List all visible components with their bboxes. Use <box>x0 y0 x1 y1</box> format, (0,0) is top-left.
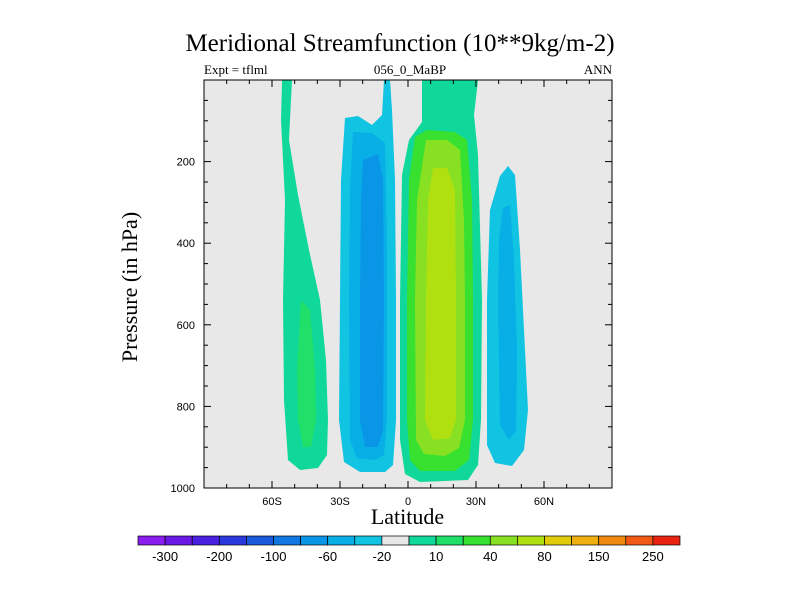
case-label: 056_0_MaBP <box>373 62 447 77</box>
contour-snh-neg100 <box>360 154 384 447</box>
contour-sh-40 <box>297 300 316 447</box>
y-tick-label: 600 <box>177 320 195 332</box>
colorbar-label: 40 <box>483 549 497 564</box>
colorbar-label: -20 <box>373 549 392 564</box>
x-tick-label: 60S <box>262 496 282 508</box>
colorbar-label: -300 <box>152 549 178 564</box>
colorbar-label: -100 <box>260 549 286 564</box>
colorbar-swatch <box>164 535 193 546</box>
colorbar-swatch <box>246 535 274 546</box>
plot-area <box>204 80 612 488</box>
colorbar-swatch <box>218 535 247 546</box>
colorbar-swatch <box>191 535 220 546</box>
contour-nh-150 <box>425 168 456 440</box>
experiment-label: Expt = tflml <box>204 62 268 77</box>
colorbar-swatch <box>489 535 518 546</box>
colorbar-label: -200 <box>206 549 232 564</box>
y-tick-label: 1000 <box>171 483 195 495</box>
colorbar-swatch <box>137 535 166 546</box>
contour-nh-neg60 <box>498 205 517 440</box>
colorbar-swatch <box>517 535 545 546</box>
colorbar-label: -60 <box>318 549 337 564</box>
colorbar-swatch <box>435 535 464 546</box>
colorbar-swatch <box>598 535 627 546</box>
season-label: ANN <box>583 62 612 77</box>
colorbar: -300 -200 -100 -60 -20 10 40 80 150 250 <box>137 535 681 564</box>
colorbar-swatch <box>652 535 681 546</box>
colorbar-swatch <box>273 535 301 546</box>
colorbar-swatch <box>408 535 437 546</box>
x-tick-label: 60N <box>534 496 554 508</box>
x-tick-label: 30N <box>466 496 486 508</box>
y-tick-label: 200 <box>177 157 195 169</box>
colorbar-swatch <box>625 535 654 546</box>
colorbar-swatch <box>381 535 410 546</box>
x-tick-label: 0 <box>405 496 411 508</box>
y-tick-label: 400 <box>177 238 195 250</box>
y-tick-label: 800 <box>177 401 195 413</box>
x-axis-label: Latitude <box>370 504 445 529</box>
colorbar-label: 80 <box>537 549 551 564</box>
colorbar-swatch <box>327 535 356 546</box>
chart-title: Meridional Streamfunction (10**9kg/m-2) <box>185 30 615 57</box>
colorbar-swatch <box>571 535 600 546</box>
colorbar-swatch <box>544 535 572 546</box>
axis-ticks: 60S 30S 0 30N 60N 200 400 600 800 1000 <box>171 79 613 508</box>
x-tick-label: 30S <box>330 496 350 508</box>
colorbar-label: 150 <box>588 549 610 564</box>
colorbar-swatch <box>354 535 383 546</box>
colorbar-swatch <box>300 535 329 546</box>
colorbar-swatch <box>462 535 491 546</box>
colorbar-label: 10 <box>429 549 443 564</box>
contour-sh-10 <box>281 80 328 470</box>
colorbar-label: 250 <box>642 549 664 564</box>
